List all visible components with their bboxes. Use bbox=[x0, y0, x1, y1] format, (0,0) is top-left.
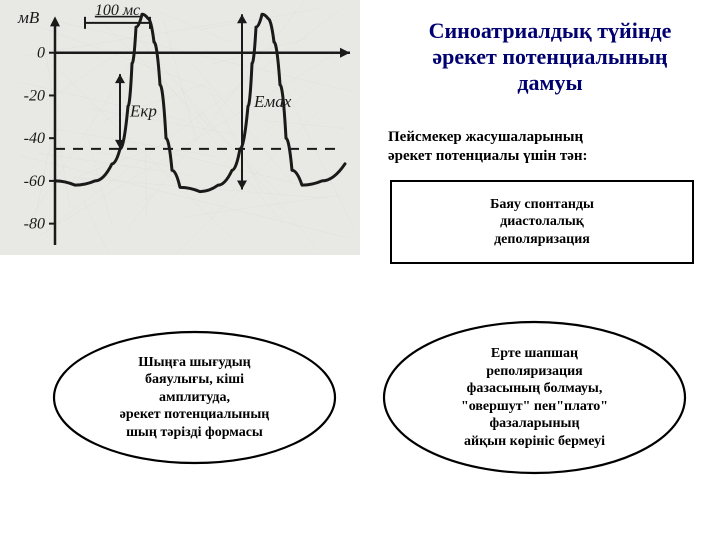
ellipse-line: Ерте шапшаң bbox=[491, 346, 578, 361]
title-line: әрекет потенциалының bbox=[432, 44, 667, 69]
subtitle-line: әрекет потенциалы үшін тән: bbox=[388, 148, 588, 164]
ekr-label: Eкр bbox=[129, 101, 157, 120]
ellipse-line: фазасының болмауы, bbox=[467, 381, 603, 396]
subtitle: Пейсмекер жасушаларының әрекет потенциалы… bbox=[388, 128, 708, 166]
y-unit-label: мВ bbox=[17, 8, 40, 27]
feature-ellipse-1: Шыңға шығудың баяулығы, кіші амплитуда, əре… bbox=[52, 330, 337, 465]
box-line: диастолалық bbox=[500, 214, 584, 229]
page-title: Синоатриалдық түйіндеәрекет потенциалыны… bbox=[380, 18, 720, 96]
subtitle-line: Пейсмекер жасушаларының bbox=[388, 129, 583, 145]
y-tick-label: -60 bbox=[24, 173, 45, 190]
ellipse-line: айқын көрініс бермеуі bbox=[464, 434, 605, 449]
box-line: деполяризация bbox=[494, 232, 590, 247]
ellipse-line: фазаларының bbox=[489, 416, 579, 431]
ellipse-line: шың тәрізді формасы bbox=[126, 425, 263, 440]
box-line: Баяу спонтанды bbox=[490, 197, 594, 212]
y-tick-label: -40 bbox=[24, 130, 45, 147]
ellipse-line: реполяризация bbox=[486, 364, 583, 379]
y-tick-label: -80 bbox=[24, 216, 45, 233]
time-scale-label: 100 мс bbox=[95, 2, 140, 19]
ellipse-line: Шыңға шығудың bbox=[138, 355, 251, 370]
ellipse-line: "овершут" пен"плато" bbox=[461, 399, 608, 414]
title-line: дамуы bbox=[517, 70, 582, 95]
ellipse-line: баяулығы, кіші bbox=[145, 372, 244, 387]
y-tick-label: -20 bbox=[24, 87, 45, 104]
action-potential-graph: 0 -20 -40 -60 -80 мВ 100 мс Eкр Eмах bbox=[0, 0, 360, 255]
emax-label: Eмах bbox=[253, 92, 292, 111]
title-line: Синоатриалдық түйінде bbox=[429, 18, 672, 43]
y-tick-label: 0 bbox=[37, 45, 45, 62]
ellipse-line: амплитуда, bbox=[159, 390, 230, 405]
feature-ellipse-2: Ерте шапшаң реполяризация фазасының болмау… bbox=[382, 320, 687, 475]
ellipse-line: əрекет потенциалының bbox=[120, 407, 270, 422]
feature-box-1: Баяу спонтанды диастолалық деполяризация bbox=[390, 180, 694, 264]
